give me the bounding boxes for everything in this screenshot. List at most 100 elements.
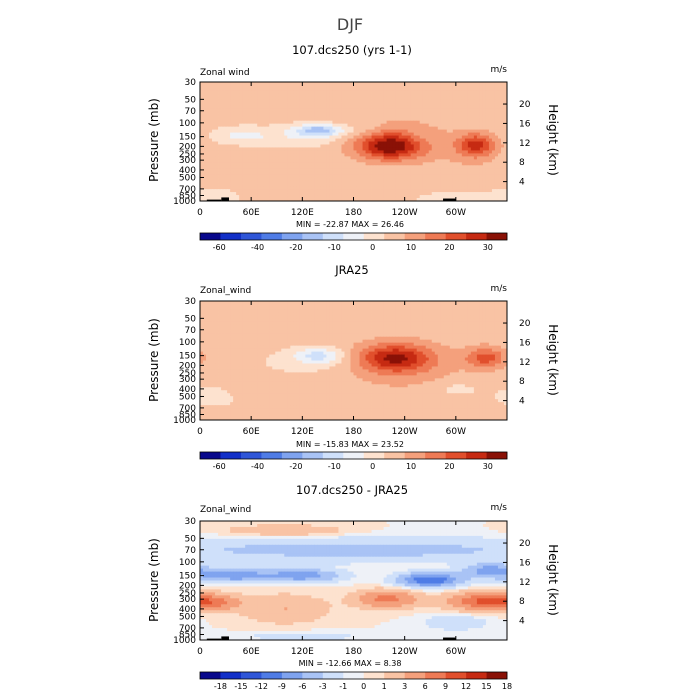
field-cell xyxy=(488,171,493,175)
field-cell xyxy=(458,312,463,317)
field-cell xyxy=(203,180,207,184)
field-cell xyxy=(374,309,378,314)
field-cell xyxy=(290,96,294,101)
field-cell xyxy=(419,141,424,145)
field-cell xyxy=(227,96,231,101)
field-cell xyxy=(371,174,375,178)
field-cell xyxy=(434,162,439,166)
field-cell xyxy=(482,198,487,202)
field-cell xyxy=(359,108,363,113)
field-cell xyxy=(482,141,487,145)
field-cell xyxy=(458,99,463,104)
field-cell xyxy=(230,189,234,193)
field-cell xyxy=(428,315,433,320)
field-cell xyxy=(350,192,354,196)
field-cell xyxy=(305,99,309,104)
field-cell xyxy=(464,99,469,104)
field-cell xyxy=(323,135,327,139)
field-cell xyxy=(257,120,261,125)
field-cell xyxy=(230,177,234,181)
field-cell xyxy=(257,306,261,311)
field-cell xyxy=(338,180,342,184)
field-cell xyxy=(278,135,282,139)
field-cell xyxy=(446,114,451,119)
field-cell xyxy=(443,301,448,305)
field-cell xyxy=(353,168,357,172)
field-cell xyxy=(497,135,502,139)
field-cell xyxy=(380,168,384,172)
field-cell xyxy=(473,195,478,199)
field-cell xyxy=(206,120,210,125)
field-cell xyxy=(365,159,369,163)
field-cell xyxy=(485,96,490,101)
field-cell xyxy=(299,301,303,305)
field-cell xyxy=(200,90,204,95)
field-cell xyxy=(374,321,378,326)
field-cell xyxy=(470,174,475,178)
field-cell xyxy=(326,108,330,113)
field-cell xyxy=(470,141,475,145)
field-cell xyxy=(248,135,252,139)
field-cell xyxy=(266,321,270,326)
field-cell xyxy=(203,168,207,172)
field-cell xyxy=(458,135,463,139)
field-cell xyxy=(380,171,384,175)
field-cell xyxy=(413,117,418,122)
field-cell xyxy=(245,192,249,196)
field-cell xyxy=(245,174,249,178)
field-cell xyxy=(344,301,348,305)
field-cell xyxy=(314,195,318,199)
field-cell xyxy=(461,189,466,193)
field-cell xyxy=(260,82,264,86)
field-cell xyxy=(227,123,231,128)
field-cell xyxy=(386,171,391,175)
field-cell xyxy=(386,117,391,122)
field-cell xyxy=(230,153,234,157)
field-cell xyxy=(437,318,442,323)
field-cell xyxy=(434,318,439,323)
field-cell xyxy=(260,168,264,172)
field-cell xyxy=(248,198,252,202)
field-cell xyxy=(380,102,384,107)
field-cell xyxy=(464,180,469,184)
field-cell xyxy=(329,303,333,308)
field-cell xyxy=(431,123,436,128)
field-cell xyxy=(296,189,300,193)
field-cell xyxy=(332,132,336,136)
field-cell xyxy=(419,315,424,320)
field-cell xyxy=(371,318,375,323)
field-cell xyxy=(236,171,240,175)
field-cell xyxy=(269,117,273,122)
field-cell xyxy=(278,159,282,163)
field-cell xyxy=(407,111,412,116)
field-cell xyxy=(281,162,285,166)
field-cell xyxy=(500,174,505,178)
field-cell xyxy=(266,312,270,317)
field-cell xyxy=(278,309,282,314)
field-cell xyxy=(503,84,508,89)
field-cell xyxy=(335,306,339,311)
field-cell xyxy=(404,312,409,317)
field-cell xyxy=(488,309,493,314)
field-cell xyxy=(323,180,327,184)
field-cell xyxy=(344,132,348,136)
field-cell xyxy=(233,198,237,202)
field-cell xyxy=(344,141,348,145)
field-cell xyxy=(386,192,391,196)
field-cell xyxy=(314,99,318,104)
field-cell xyxy=(404,90,409,95)
field-cell xyxy=(488,150,493,154)
field-cell xyxy=(272,183,276,187)
field-cell xyxy=(491,144,496,148)
field-cell xyxy=(437,114,442,119)
field-cell xyxy=(449,301,454,305)
field-cell xyxy=(221,321,225,326)
field-cell xyxy=(428,162,433,166)
field-cell xyxy=(422,318,427,323)
field-cell xyxy=(497,183,502,187)
field-cell xyxy=(245,183,249,187)
field-cell xyxy=(305,198,309,202)
field-cell xyxy=(362,93,366,98)
field-cell xyxy=(233,111,237,116)
field-cell xyxy=(323,138,327,142)
